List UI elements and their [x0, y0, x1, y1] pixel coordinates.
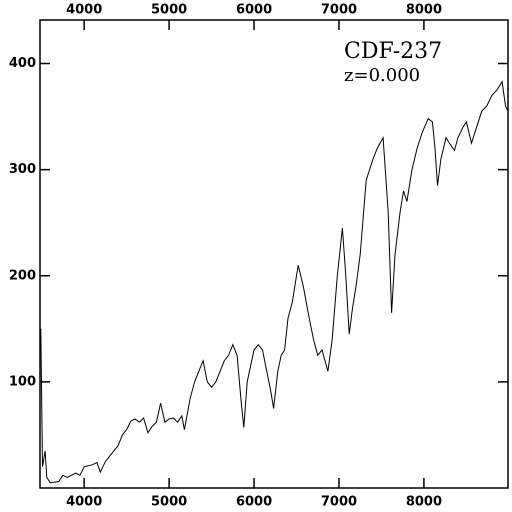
x-tick-label-top: 5000	[151, 3, 187, 18]
x-tick-label: 4000	[66, 495, 102, 510]
x-tick-label-top: 7000	[321, 3, 357, 18]
x-tick-label-top: 8000	[406, 3, 442, 18]
y-tick-label: 200	[9, 268, 36, 283]
spectrum-line	[40, 80, 509, 484]
x-tick-label: 5000	[151, 495, 187, 510]
x-tick-label: 8000	[406, 495, 442, 510]
y-tick-label: 300	[9, 162, 36, 177]
object-name: CDF-237	[344, 39, 442, 64]
plot-frame	[39, 19, 509, 489]
x-tick-label: 7000	[321, 495, 357, 510]
x-tick-label-top: 6000	[236, 3, 272, 18]
y-tick-label: 400	[9, 56, 36, 71]
y-tick-label: 100	[9, 374, 36, 389]
redshift: z=0.000	[344, 65, 420, 86]
x-tick-label-top: 4000	[66, 3, 102, 18]
x-tick-label: 6000	[236, 495, 272, 510]
